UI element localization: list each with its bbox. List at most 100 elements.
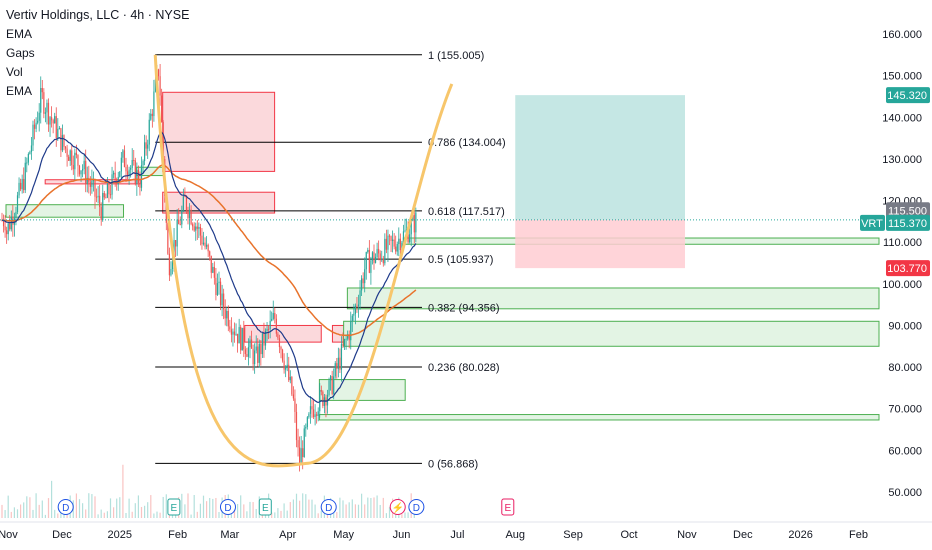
candle-body-12	[20, 182, 22, 190]
volume-bar-62	[97, 514, 99, 518]
candle-body-245	[381, 258, 383, 261]
indicator-gaps[interactable]: Gaps	[6, 46, 35, 60]
volume-bar-24	[38, 504, 40, 518]
symbol-tag-bg	[860, 214, 885, 231]
volume-bar-20	[32, 509, 34, 518]
candle-body-134	[209, 251, 211, 256]
volume-bar-72	[113, 507, 115, 518]
volume-bar-56	[88, 493, 90, 518]
candle-body-219	[340, 344, 343, 370]
x-tick-label-10: Sep	[563, 529, 583, 541]
position-tool[interactable]	[515, 95, 685, 269]
fib-label-4: 0.382 (94.356)	[428, 302, 500, 314]
volume-bar-176	[274, 512, 276, 518]
candle-body-234	[364, 269, 366, 284]
candle-body-251	[390, 236, 392, 241]
symbol-title[interactable]: Vertiv Holdings, LLC · 4h · NYSE	[6, 8, 190, 22]
candle-body-241	[374, 256, 377, 263]
candle-body-244	[379, 253, 381, 261]
dividend-event-icon-4	[320, 499, 337, 515]
candle-body-135	[210, 255, 212, 273]
volume-bar-10	[16, 509, 19, 518]
cup-pattern-curve[interactable]	[153, 54, 454, 468]
candle-body-165	[257, 346, 259, 363]
candle-body-150	[233, 331, 236, 335]
events-row[interactable]: D E D E D ⚡ D E	[57, 498, 515, 516]
indicator-vol[interactable]: Vol	[6, 65, 23, 79]
x-tick-label-3: Feb	[168, 529, 187, 541]
candle-body-159	[247, 347, 250, 357]
candle-body-259	[402, 231, 405, 243]
candle-body-247	[384, 238, 386, 264]
volume-bar-140	[218, 512, 220, 518]
candle-body-87	[136, 169, 138, 184]
candle-body-263	[409, 234, 411, 243]
candle-body-32	[51, 117, 53, 121]
candle-body-198	[308, 413, 310, 418]
candle-body-186	[289, 376, 291, 381]
candle-body-217	[337, 357, 339, 369]
price-tag-bg-0	[886, 87, 930, 104]
candle-body-28	[44, 112, 46, 114]
volume-bar-68	[106, 511, 108, 518]
price-axis[interactable]: 160.000150.000140.000130.000120.000110.0…	[882, 29, 922, 499]
candle-body-249	[387, 235, 389, 250]
candle-body-110	[171, 260, 174, 270]
volume-bar-224	[348, 502, 350, 518]
volume-bar-60	[94, 496, 96, 518]
x-tick-label-6: May	[333, 529, 354, 541]
candle-body-235	[365, 252, 367, 270]
candle-body-177	[275, 318, 277, 334]
x-tick-label-7: Jun	[393, 529, 411, 541]
y-tick-label-11: 50.000	[888, 487, 922, 499]
volume-bar-234	[364, 504, 366, 518]
candle-body-117	[182, 196, 184, 211]
fib-label-1: 0.786 (134.004)	[428, 137, 506, 149]
candle-body-75	[117, 176, 119, 185]
volume-bar-164	[255, 509, 257, 518]
earnings-event-icon-3	[258, 498, 272, 516]
event-label-7: E	[504, 503, 511, 514]
volume-bar-30	[47, 498, 50, 518]
candle-body-152	[237, 333, 239, 344]
indicator-ema-1[interactable]: EMA	[6, 27, 33, 41]
candle-body-216	[336, 363, 338, 369]
volume-bar-100	[156, 511, 158, 518]
volume-bar-104	[162, 496, 164, 518]
candle-body-243	[378, 248, 380, 254]
candle-body-59	[92, 179, 95, 182]
stop-zone[interactable]	[515, 219, 685, 269]
target-zone[interactable]	[515, 95, 685, 220]
y-tick-label-7: 90.000	[888, 320, 922, 332]
candle-body-156	[243, 327, 245, 350]
volume-bar-242	[376, 495, 378, 518]
candle-body-118	[184, 196, 186, 198]
volume-bar-160	[249, 501, 251, 518]
candle-body-224	[348, 334, 350, 341]
candle-body-180	[280, 347, 282, 350]
volume-bar-106	[165, 494, 167, 518]
candle-body-181	[281, 349, 284, 361]
earnings-event-icon-7	[501, 498, 515, 516]
volume-bar-12	[20, 504, 22, 518]
volume-bar-74	[116, 498, 118, 518]
volume-bar-2	[4, 510, 6, 518]
volume-bar-70	[109, 498, 112, 518]
candle-body-133	[207, 244, 209, 252]
volume-bar-238	[370, 498, 372, 518]
split-event-glyph: ⚡	[392, 501, 404, 514]
candle-body-201	[312, 409, 315, 418]
candle-body-82	[128, 169, 130, 176]
volume-bar-88	[137, 495, 139, 518]
volume-bar-156	[243, 504, 245, 518]
volume-bar-28	[44, 514, 46, 518]
candle-body-228	[354, 305, 356, 314]
fib-label-2: 0.618 (117.517)	[428, 206, 505, 218]
candle-body-1	[2, 220, 5, 227]
candle-body-189	[294, 398, 296, 412]
candle-body-25	[40, 87, 42, 113]
indicator-ema-2[interactable]: EMA	[6, 84, 33, 98]
time-axis[interactable]: Nov Dec 2025 Feb Mar Apr May Jun Jul Aug Sep Oct Nov…	[0, 521, 932, 541]
candle-body-175	[272, 312, 274, 319]
